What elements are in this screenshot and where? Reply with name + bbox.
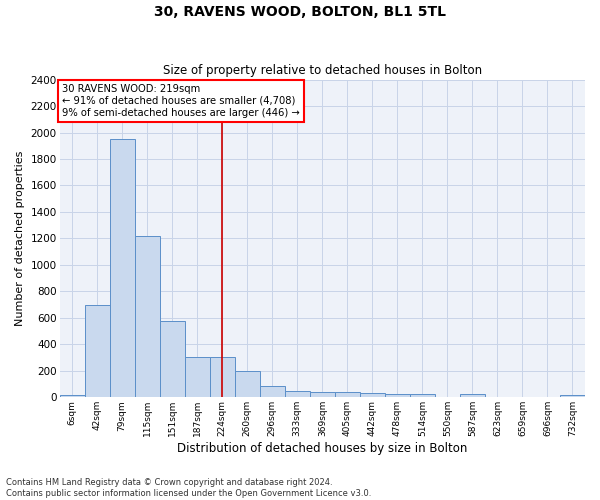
Bar [160, 321, 185, 398]
Bar [460, 394, 485, 398]
Bar [510, 396, 535, 398]
Bar [335, 392, 360, 398]
Bar [235, 371, 260, 398]
X-axis label: Distribution of detached houses by size in Bolton: Distribution of detached houses by size … [177, 442, 467, 455]
Text: 30, RAVENS WOOD, BOLTON, BL1 5TL: 30, RAVENS WOOD, BOLTON, BL1 5TL [154, 5, 446, 19]
Bar [59, 396, 85, 398]
Bar [85, 304, 110, 398]
Bar [410, 394, 435, 398]
Bar [560, 394, 585, 398]
Bar [435, 396, 460, 398]
Title: Size of property relative to detached houses in Bolton: Size of property relative to detached ho… [163, 64, 482, 77]
Bar [385, 394, 410, 398]
Text: 30 RAVENS WOOD: 219sqm
← 91% of detached houses are smaller (4,708)
9% of semi-d: 30 RAVENS WOOD: 219sqm ← 91% of detached… [62, 84, 300, 117]
Text: Contains HM Land Registry data © Crown copyright and database right 2024.
Contai: Contains HM Land Registry data © Crown c… [6, 478, 371, 498]
Bar [360, 394, 385, 398]
Bar [285, 391, 310, 398]
Bar [535, 396, 560, 398]
Bar [485, 396, 510, 398]
Bar [185, 357, 210, 398]
Y-axis label: Number of detached properties: Number of detached properties [15, 150, 25, 326]
Bar [260, 386, 285, 398]
Bar [134, 236, 160, 398]
Bar [310, 392, 335, 398]
Bar [210, 357, 235, 398]
Bar [110, 139, 134, 398]
